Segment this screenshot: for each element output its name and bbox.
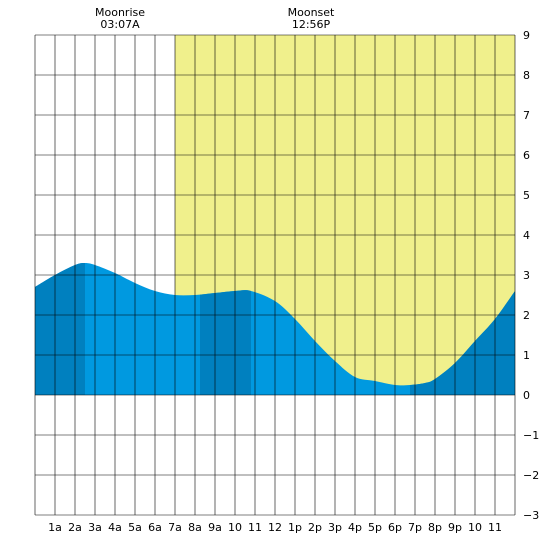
- x-tick-label: 4a: [108, 521, 122, 534]
- y-axis-ticks: 9 8 7 6 5 4 3 2 1 0 −1 −2 −3: [523, 29, 539, 522]
- y-tick-label: 2: [523, 309, 530, 322]
- x-axis-ticks: 1a 2a 3a 4a 5a 6a 7a 8a 9a 10 11 12 1p 2p 3p 4p 5p 6p 7p 8p…: [48, 521, 502, 534]
- y-tick-label: −2: [523, 469, 539, 482]
- x-tick-label: 4p: [348, 521, 362, 534]
- x-tick-label: 5a: [128, 521, 142, 534]
- x-tick-label: 6a: [148, 521, 162, 534]
- y-tick-label: 9: [523, 29, 530, 42]
- y-tick-label: 4: [523, 229, 530, 242]
- x-tick-label: 12: [268, 521, 282, 534]
- y-tick-label: 5: [523, 189, 530, 202]
- x-tick-label: 3a: [88, 521, 102, 534]
- x-tick-label: 5p: [368, 521, 382, 534]
- moonrise-label: Moonrise: [95, 6, 145, 19]
- moonrise-time: 03:07A: [100, 18, 140, 31]
- x-tick-label: 11: [488, 521, 502, 534]
- x-tick-label: 1p: [288, 521, 302, 534]
- x-tick-label: 9a: [208, 521, 222, 534]
- x-tick-label: 2a: [68, 521, 82, 534]
- tide-shade-band: [35, 263, 85, 395]
- y-tick-label: −3: [523, 509, 539, 522]
- x-tick-label: 10: [468, 521, 482, 534]
- x-tick-label: 2p: [308, 521, 322, 534]
- x-tick-label: 10: [228, 521, 242, 534]
- y-tick-label: 6: [523, 149, 530, 162]
- y-tick-label: 8: [523, 69, 530, 82]
- x-tick-label: 8a: [188, 521, 202, 534]
- y-tick-label: 1: [523, 349, 530, 362]
- x-tick-label: 8p: [428, 521, 442, 534]
- y-tick-label: 0: [523, 389, 530, 402]
- moonset-label: Moonset: [288, 6, 335, 19]
- x-tick-label: 11: [248, 521, 262, 534]
- x-tick-label: 7a: [168, 521, 182, 534]
- y-tick-label: 3: [523, 269, 530, 282]
- grid: [34, 34, 516, 516]
- y-tick-label: −1: [523, 429, 539, 442]
- y-tick-label: 7: [523, 109, 530, 122]
- moonset-time: 12:56P: [292, 18, 331, 31]
- x-tick-label: 3p: [328, 521, 342, 534]
- x-tick-label: 7p: [408, 521, 422, 534]
- x-tick-label: 1a: [48, 521, 62, 534]
- x-tick-label: 9p: [448, 521, 462, 534]
- x-tick-label: 6p: [388, 521, 402, 534]
